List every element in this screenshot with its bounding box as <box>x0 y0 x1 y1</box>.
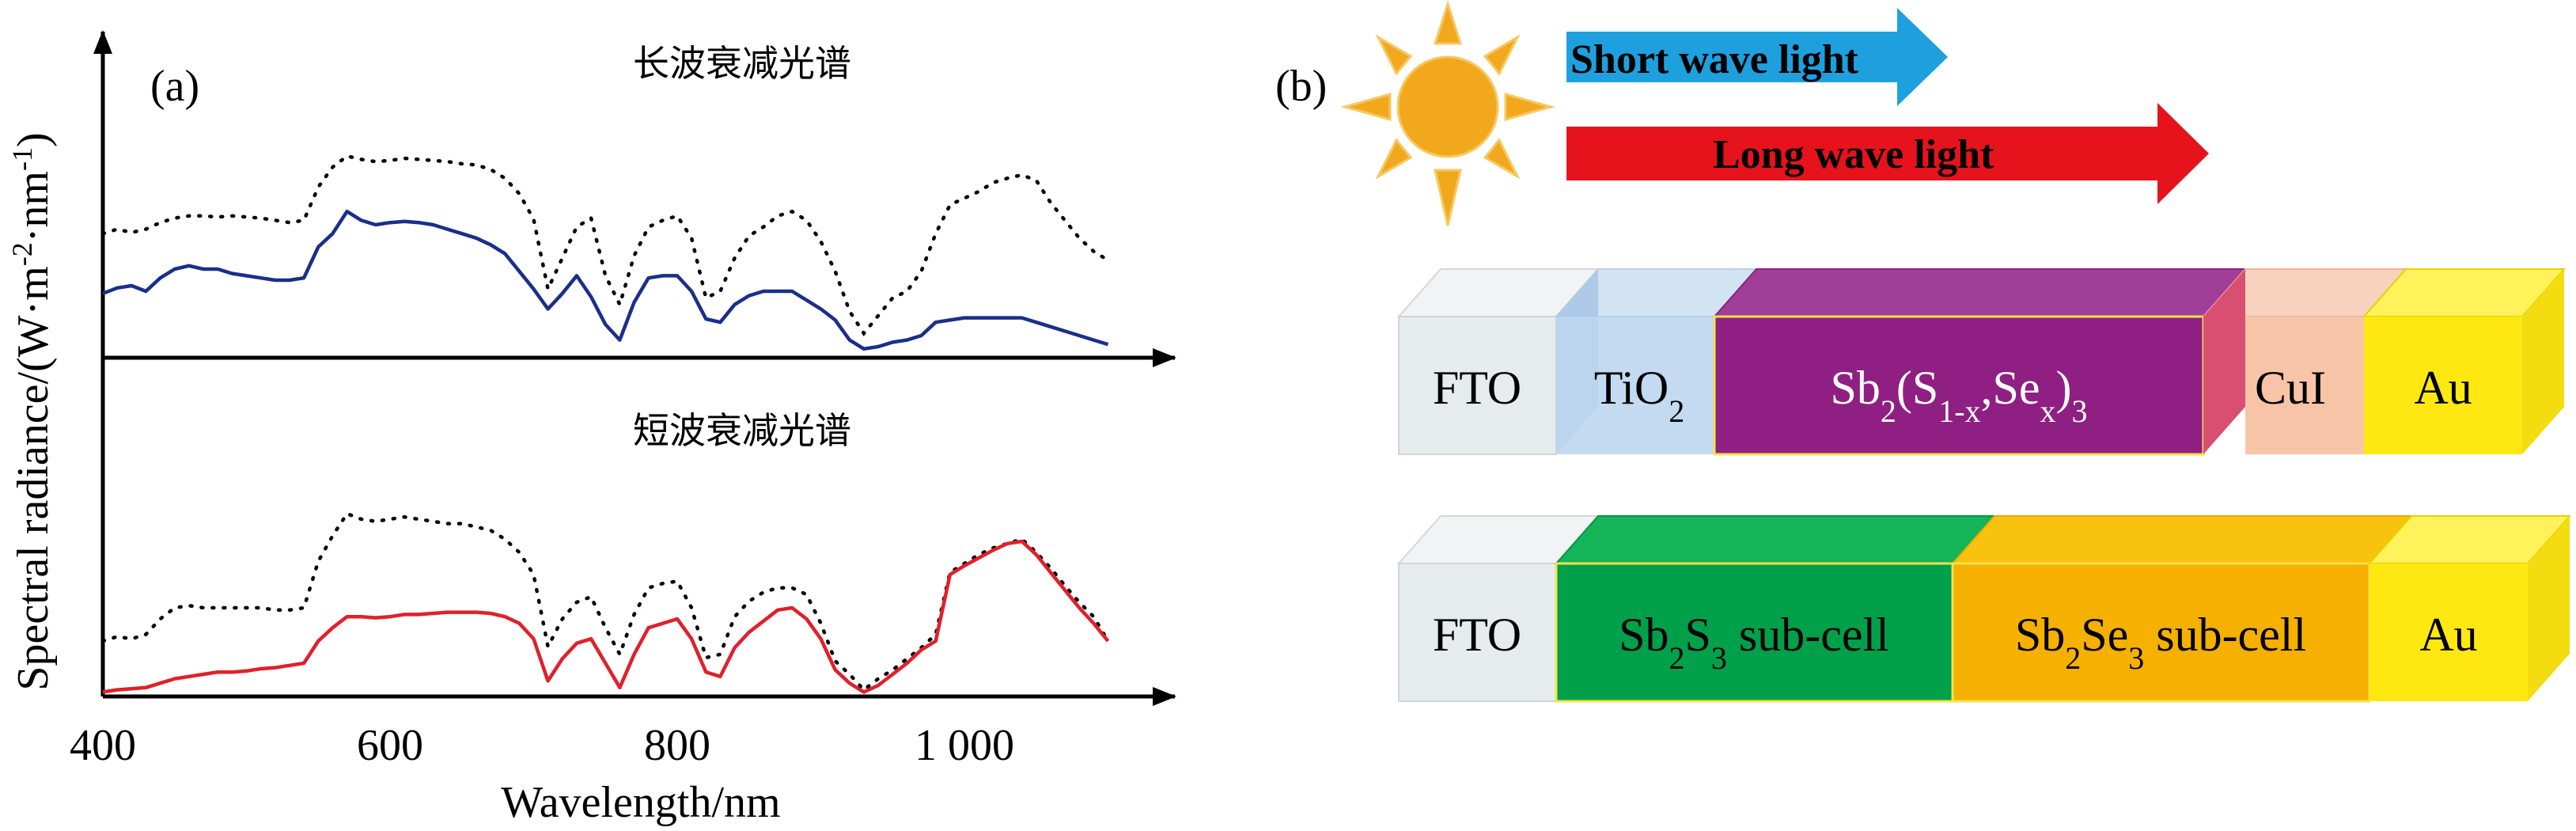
panel-b: (b) Short wave light Long wave light FTO <box>1275 0 2572 703</box>
au-label-2: Au <box>2419 609 2477 661</box>
sb2se3-label: Sb2Se3 sub-cell <box>2015 609 2306 676</box>
x-tick-label: 400 <box>70 721 136 770</box>
panel-a-label: (a) <box>150 62 199 111</box>
long-wave-label: Long wave light <box>1713 132 1995 177</box>
short-wave-arrow <box>1566 8 1948 106</box>
top-reference-spectrum <box>100 154 1110 337</box>
au-layer-2 <box>2370 563 2528 701</box>
long-wave-attenuated-spectrum <box>102 209 1109 351</box>
bottom-caption: 短波衰减光谱 <box>633 409 851 452</box>
fto-label-2: FTO <box>1433 609 1521 661</box>
au-label: Au <box>2414 362 2472 414</box>
cui-label: CuI <box>2255 362 2326 414</box>
device-stack-single-junction: FTO TiO2 Sb2(S1-x,Sex)3 CuI Au <box>1396 268 2567 456</box>
fto-layer <box>1398 316 1557 455</box>
absorber-layer <box>1713 315 2205 456</box>
y-axis-label: Spectral radiance/(W·m-2·nm-1) <box>6 132 58 690</box>
fto-label: FTO <box>1433 362 1521 414</box>
x-tick-label: 600 <box>357 721 423 770</box>
sun-icon <box>1340 0 1555 226</box>
short-wave-label: Short wave light <box>1570 37 1859 82</box>
x-tick-label: 800 <box>644 721 710 770</box>
panel-a: (a) Spectral radiance/(W·m-2·nm-1) 400 60… <box>6 30 1176 827</box>
x-tick-label: 1 000 <box>915 721 1014 770</box>
long-wave-arrow <box>1566 103 2209 204</box>
fto-layer-2 <box>1398 563 1557 702</box>
device-stack-tandem: FTO Sb2S3 sub-cell Sb2Se3 sub-cell Au <box>1396 515 2572 703</box>
tio2-layer <box>1556 317 1714 454</box>
series-layer <box>100 154 1110 694</box>
panel-b-label: (b) <box>1275 62 1327 111</box>
x-ticks: 400 600 800 1 000 <box>70 721 1014 770</box>
sb2se3-subcell <box>1951 562 2371 703</box>
tio2-label: TiO2 <box>1594 362 1685 429</box>
short-wave-attenuated-spectrum <box>102 539 1110 694</box>
top-caption: 长波衰减光谱 <box>633 42 851 85</box>
sb2s3-subcell <box>1555 562 1954 703</box>
sb2s3-label: Sb2S3 sub-cell <box>1619 609 1889 676</box>
x-axis-label: Wavelength/nm <box>501 778 780 827</box>
bottom-reference-spectrum <box>100 511 1110 692</box>
absorber-label: Sb2(S1-x,Sex)3 <box>1830 362 2087 429</box>
au-layer <box>2364 317 2522 454</box>
